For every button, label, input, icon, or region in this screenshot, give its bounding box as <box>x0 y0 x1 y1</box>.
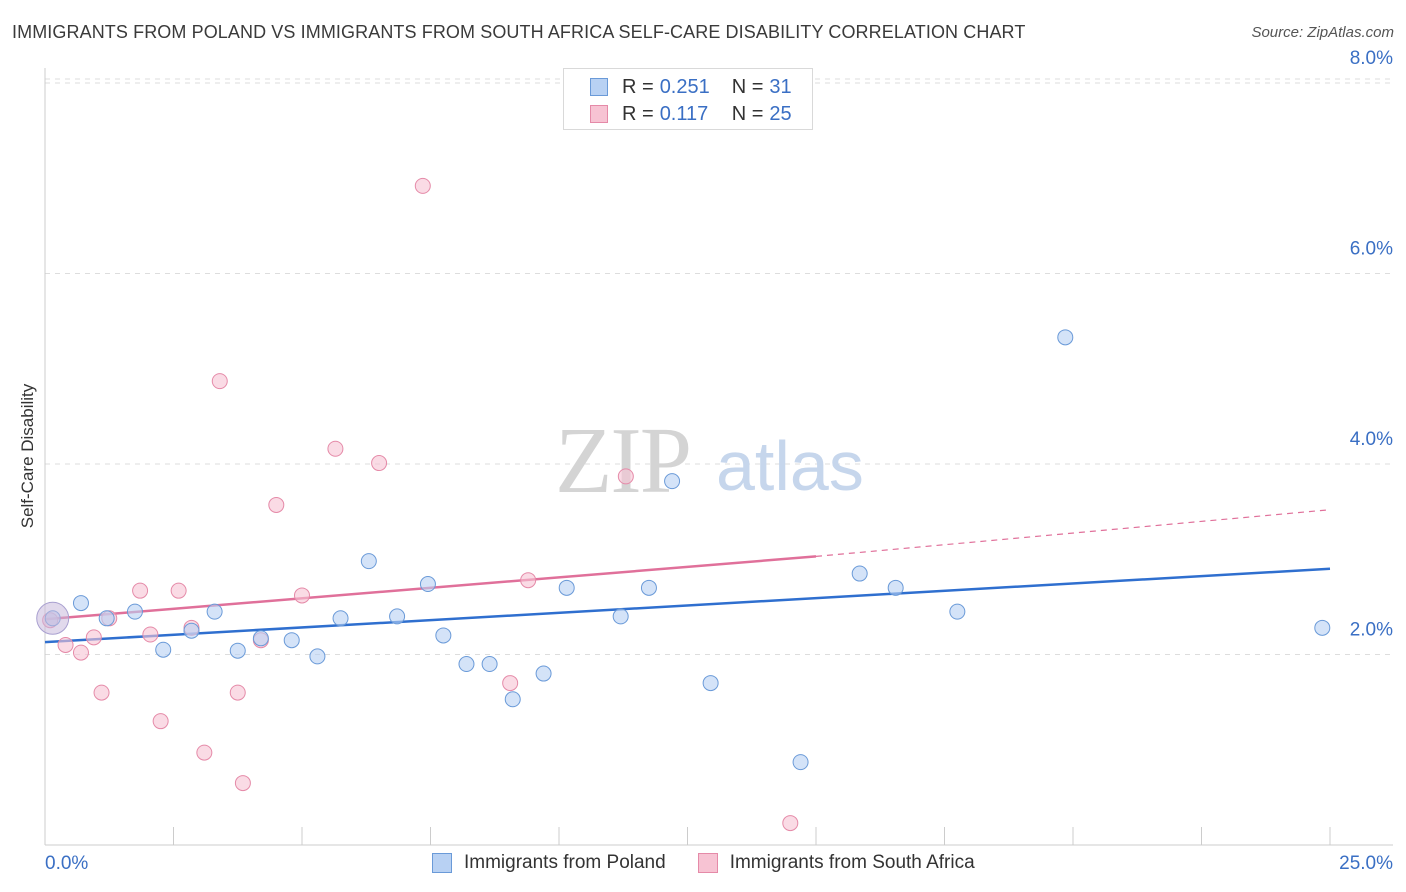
legend-label-poland: Immigrants from Poland <box>464 852 666 873</box>
x-tick-label: 0.0% <box>45 853 88 874</box>
point-poland <box>309 648 326 665</box>
point-poland <box>183 622 200 639</box>
point-poland <box>332 610 349 627</box>
legend-r-label: R = <box>622 102 654 125</box>
point-south-africa <box>152 713 169 730</box>
series-legend: Immigrants from Poland Immigrants from S… <box>432 852 1007 874</box>
point-poland <box>949 603 966 620</box>
source-credit: Source: ZipAtlas.com <box>1251 24 1394 41</box>
point-poland <box>1314 619 1331 636</box>
point-poland <box>435 627 452 644</box>
point-poland <box>887 579 904 596</box>
legend-row-south-africa: R = 0.117 N = 25 <box>564 103 792 125</box>
legend-swatch-south-africa <box>590 105 608 123</box>
point-poland <box>702 675 719 692</box>
legend-item-poland[interactable]: Immigrants from Poland <box>432 852 666 874</box>
point-cluster <box>36 601 70 635</box>
point-poland <box>229 642 246 659</box>
point-south-africa <box>57 636 74 653</box>
point-south-africa <box>211 373 228 390</box>
point-south-africa <box>502 675 519 692</box>
data-points <box>36 177 1331 832</box>
point-poland <box>851 565 868 582</box>
point-poland <box>640 579 657 596</box>
y-tick-label: 4.0% <box>1350 429 1393 450</box>
point-south-africa <box>520 572 537 589</box>
point-south-africa <box>782 815 799 832</box>
legend-swatch-poland <box>590 78 608 96</box>
legend-swatch-south-africa <box>697 853 718 873</box>
point-south-africa <box>93 684 110 701</box>
trend-line-poland <box>44 567 1331 644</box>
watermark-zip: ZIP <box>555 409 690 513</box>
point-poland <box>283 632 300 649</box>
point-poland <box>535 665 552 682</box>
point-poland <box>664 473 681 490</box>
y-tick-label: 2.0% <box>1350 620 1393 641</box>
point-poland <box>206 603 223 620</box>
y-axis-label: Self-Care Disability <box>18 383 37 529</box>
point-south-africa <box>72 644 89 661</box>
point-poland <box>458 656 475 673</box>
legend-r-label: R = <box>622 75 654 98</box>
y-tick-label: 6.0% <box>1350 239 1393 260</box>
point-south-africa <box>170 582 187 599</box>
point-poland <box>504 691 521 708</box>
point-poland <box>126 603 143 620</box>
legend-r-value: 0.251 <box>659 75 710 98</box>
point-south-africa <box>617 468 634 485</box>
point-poland <box>612 608 629 625</box>
correlation-legend: R = 0.251 N = 31 R = 0.117 N = 25 <box>563 68 813 130</box>
point-poland <box>72 595 89 612</box>
point-poland <box>98 610 115 627</box>
legend-n-value: 25 <box>769 102 792 125</box>
point-poland <box>252 630 269 647</box>
y-tick-label: 8.0% <box>1350 48 1393 69</box>
grid-lines <box>45 78 1393 655</box>
point-poland <box>419 576 436 593</box>
point-poland <box>1057 329 1074 346</box>
legend-label-south-africa: Immigrants from South Africa <box>729 852 975 873</box>
legend-r-value: 0.117 <box>659 102 709 125</box>
legend-row-poland: R = 0.251 N = 31 <box>564 76 792 98</box>
trend-lines <box>44 509 1331 644</box>
legend-swatch-poland <box>432 853 452 873</box>
point-south-africa <box>229 684 246 701</box>
point-south-africa <box>142 626 159 643</box>
point-south-africa <box>414 177 431 194</box>
chart-title: IMMIGRANTS FROM POLAND VS IMMIGRANTS FRO… <box>12 22 1026 42</box>
axes <box>44 68 1393 846</box>
point-south-africa <box>294 587 310 604</box>
trend-extension-south-africa <box>815 509 1331 557</box>
watermark-atlas: atlas <box>716 427 864 505</box>
tick-labels: 2.0% 4.0% 6.0% 8.0% 0.0% 25.0% <box>45 48 1393 874</box>
legend-item-south-africa[interactable]: Immigrants from South Africa <box>697 852 975 874</box>
point-poland <box>360 553 377 570</box>
point-poland <box>155 641 172 658</box>
point-south-africa <box>327 440 344 457</box>
legend-n-value: 31 <box>769 75 792 98</box>
watermark: ZIP atlas <box>555 409 864 513</box>
point-poland <box>792 754 809 771</box>
legend-n-label: N = <box>731 102 764 125</box>
point-south-africa <box>234 775 251 792</box>
point-poland <box>558 579 575 596</box>
legend-n-label: N = <box>731 75 764 98</box>
point-south-africa <box>371 455 388 472</box>
point-poland <box>481 656 498 673</box>
point-south-africa <box>196 744 213 761</box>
x-tick-label: 25.0% <box>1339 853 1393 874</box>
point-south-africa <box>85 629 102 646</box>
point-south-africa <box>132 582 149 599</box>
point-poland <box>389 608 406 625</box>
point-south-africa <box>268 496 285 513</box>
